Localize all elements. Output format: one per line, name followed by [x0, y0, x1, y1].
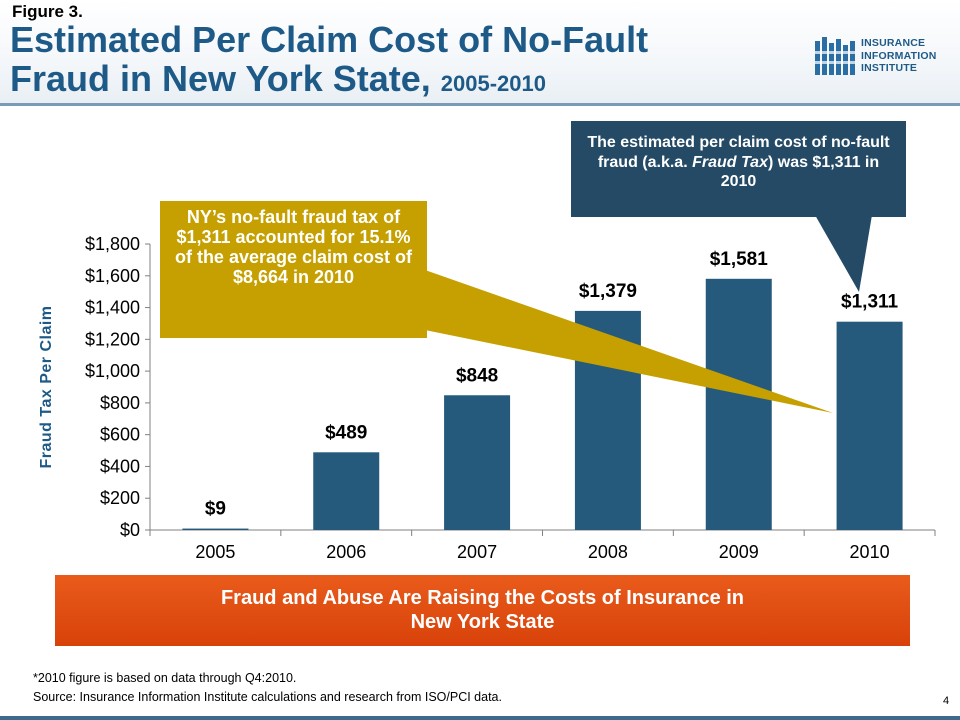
x-tick-label-2009: 2009	[719, 542, 759, 562]
data-label-2005: $9	[205, 499, 226, 520]
logo-line-3: INSTITUTE	[861, 62, 918, 74]
bar-2005	[182, 528, 249, 530]
data-label-2007: $848	[456, 365, 498, 386]
logo-text: INSURANCE INFORMATION INSTITUTE	[861, 37, 937, 75]
y-axis-title: Fraud Tax Per Claim	[38, 305, 55, 468]
blue-callout-tail	[815, 215, 872, 292]
title-line-1: Estimated Per Claim Cost of No-Fault	[10, 19, 649, 60]
banner-line-2: New York State	[410, 611, 555, 633]
x-tick-label-2006: 2006	[326, 542, 366, 562]
slide-header	[0, 0, 960, 103]
logo-line-1: INSURANCE	[861, 37, 926, 49]
y-tick-label: $800	[100, 393, 140, 413]
title-line-2: Fraud in New York State, 2005-2010	[10, 59, 648, 103]
blue-callout: The estimated per claim cost of no-fault…	[571, 121, 906, 217]
data-label-2006: $489	[325, 422, 367, 443]
data-label-2009: $1,581	[710, 249, 769, 270]
footnote: *2010 figure is based on data through Q4…	[33, 669, 502, 707]
page-title: Estimated Per Claim Cost of No-Fault Fra…	[10, 20, 648, 103]
blue-callout-text-2: ) was $1,311 in 2010	[720, 153, 880, 191]
bar-2010	[836, 321, 903, 530]
logo-mark-icon	[815, 37, 855, 75]
y-tick-label: $0	[120, 520, 140, 540]
title-line-2-text: Fraud in New York State,	[10, 58, 441, 99]
blue-callout-italic: Fraud Tax	[692, 153, 768, 171]
banner-line-1: Fraud and Abuse Are Raising the Costs of…	[220, 587, 745, 609]
conclusion-banner: Fraud and Abuse Are Raising the Costs of…	[55, 575, 910, 646]
footer-bar	[0, 716, 960, 720]
x-tick-label-2008: 2008	[588, 542, 628, 562]
y-tick-label: $600	[100, 425, 140, 445]
x-tick-label-2010: 2010	[850, 542, 890, 562]
bar-2007	[444, 395, 511, 530]
blue-callout-text-1: The estimated per claim cost of no-fault…	[587, 134, 890, 171]
gold-callout-pointer	[425, 270, 833, 413]
gold-callout: NY’s no-fault fraud tax of $1,311 accoun…	[160, 201, 427, 338]
page-number: 4	[943, 695, 950, 707]
y-tick-label: $1,200	[85, 329, 140, 349]
bar-2009	[705, 278, 772, 530]
source-note: Source: Insurance Information Institute …	[33, 690, 502, 704]
x-tick-label-2005: 2005	[195, 542, 235, 562]
iii-logo: INSURANCE INFORMATION INSTITUTE	[815, 37, 955, 77]
title-years: 2005-2010	[440, 71, 546, 96]
y-tick-label: $1,400	[85, 298, 140, 318]
y-tick-label: $1,600	[85, 266, 140, 286]
x-tick-label-2007: 2007	[457, 542, 497, 562]
y-tick-label: $400	[100, 456, 140, 476]
figure-label: Figure 3.	[12, 2, 83, 21]
y-tick-label: $200	[100, 488, 140, 508]
y-tick-label: $1,000	[85, 361, 140, 381]
header-divider	[0, 103, 960, 106]
y-tick-label: $1,800	[85, 234, 140, 254]
data-label-2010: $1,311	[841, 292, 898, 313]
data-label-2008: $1,379	[579, 281, 637, 302]
footnote-line-1: *2010 figure is based on data through Q4…	[33, 671, 297, 685]
logo-line-2: INFORMATION	[861, 49, 937, 62]
bar-2006	[313, 452, 380, 530]
